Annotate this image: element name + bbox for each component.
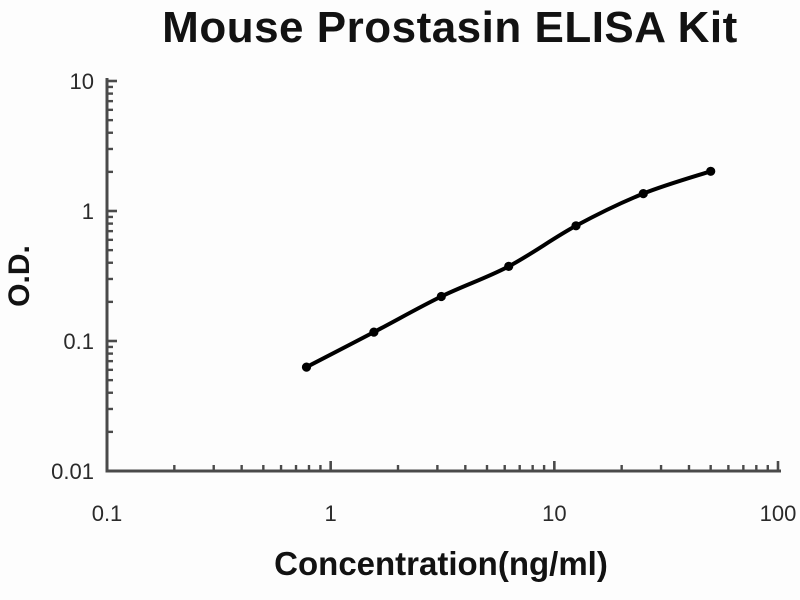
x-tick-label: 100 [760,501,797,526]
x-tick-label: 10 [542,501,566,526]
data-point-marker [571,221,581,231]
data-point-marker [436,291,446,302]
y-tick-label: 0.1 [63,329,94,354]
y-tick-label: 10 [70,69,94,94]
data-point-marker [504,261,514,271]
data-point-marker [301,362,312,372]
x-axis-title: Concentration(ng/ml) [274,545,608,582]
chart-title: Mouse Prostasin ELISA Kit [162,3,738,52]
y-tick-label: 0.01 [51,459,94,484]
y-tick-label: 1 [82,199,94,224]
x-tick-label: 1 [325,501,337,526]
data-point-marker [706,166,716,176]
data-point-marker [369,327,379,337]
x-tick-label: 0.1 [92,501,123,526]
axis-spines [105,78,781,473]
data-point-marker [638,189,648,199]
